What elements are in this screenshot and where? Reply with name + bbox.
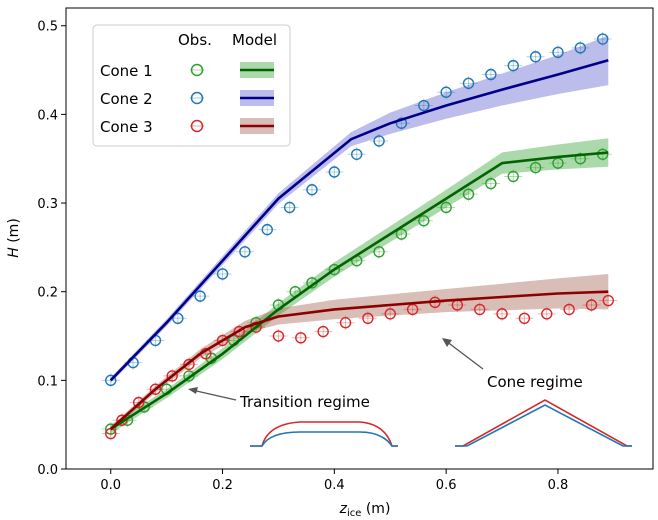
obs-point-cone1 [507, 170, 519, 183]
obs-point-cone3 [132, 396, 145, 409]
obs-point-cone2 [596, 33, 609, 45]
obs-point-cone2 [440, 86, 452, 98]
obs-point-cone2 [283, 201, 296, 214]
obs-point-cone2 [239, 246, 251, 258]
obs-point-cone3 [585, 299, 598, 311]
model-lines [109, 59, 609, 431]
obs-point-cone2 [328, 166, 341, 178]
obs-point-cone1 [373, 246, 385, 258]
obs-point-cone3 [541, 308, 553, 320]
obs-point-cone3 [166, 370, 178, 382]
obs-point-cone2 [485, 68, 497, 81]
obs-point-cone3 [602, 294, 614, 307]
obs-point-cone3 [183, 358, 195, 371]
obs-point-cone3 [473, 303, 486, 316]
cone-arrow [445, 340, 484, 370]
transition-arrow [191, 389, 237, 401]
legend-header-obs: Obs. [178, 31, 212, 49]
obs-point-cone3 [272, 330, 285, 342]
y-tick-label: 0.2 [37, 286, 58, 301]
obs-point-cone1 [440, 201, 452, 214]
obs-point-cone2 [552, 46, 564, 59]
legend-header-model: Model [232, 31, 277, 49]
obs-point-cone2 [261, 223, 273, 236]
y-tick-label: 0.3 [37, 197, 58, 212]
y-tick-label: 0.0 [37, 463, 58, 478]
model-line-cone1 [110, 151, 609, 431]
obs-point-cone3 [384, 308, 396, 320]
legend-obs-marker-cone1 [190, 63, 204, 77]
cone-shape-blue [455, 404, 632, 447]
obs-point-cone2 [574, 42, 587, 54]
obs-point-cone3 [295, 332, 307, 344]
legend-obs-marker-cone2 [190, 91, 204, 105]
cone-arrowhead [442, 338, 452, 347]
annotations: Transition regime Cone regime [188, 338, 583, 411]
model-line-cone2 [109, 59, 609, 382]
transition-shape-blue [250, 431, 398, 447]
obs-point-cone3 [518, 312, 531, 324]
obs-point-cone2 [172, 312, 184, 324]
obs-point-cone3 [317, 325, 329, 338]
legend-obs-marker-cone3 [190, 119, 204, 133]
legend: Obs. Model Cone 1 Cone 2 Cone 3 [92, 24, 291, 147]
obs-point-cone2 [373, 135, 385, 147]
y-axis-label: H (m) [6, 218, 22, 258]
cone-shape-insets [250, 399, 632, 447]
y-tick-label: 0.1 [37, 374, 58, 389]
x-tick-label: 0.4 [324, 478, 345, 493]
obs-point-cone3 [339, 317, 352, 329]
obs-point-cone1 [105, 423, 117, 435]
x-tick-label: 0.8 [548, 478, 569, 493]
cone-label: Cone regime [487, 373, 583, 391]
x-ticks: 0.0 0.2 0.4 0.6 0.8 [100, 469, 568, 493]
obs-point-cone2 [194, 290, 206, 302]
legend-label-cone2: Cone 2 [100, 90, 153, 108]
obs-point-cone3 [563, 303, 575, 316]
y-tick-label: 0.4 [37, 108, 58, 123]
legend-label-cone3: Cone 3 [100, 118, 153, 136]
obs-point-cone2 [306, 184, 318, 196]
x-tick-label: 0.2 [212, 478, 233, 493]
obs-point-cone1 [395, 228, 408, 240]
x-tick-label: 0.6 [436, 478, 457, 493]
obs-point-cone1 [183, 370, 195, 382]
obs-point-cone3 [496, 308, 508, 320]
obs-point-cone3 [233, 325, 246, 338]
model-band-cone2 [110, 35, 609, 383]
obs-point-cone3 [362, 312, 374, 324]
obs-point-cone2 [507, 59, 519, 72]
obs-point-cone1 [462, 188, 475, 200]
axes: 0.0 0.2 0.4 0.6 0.8 0.0 0.1 0.2 0.3 0.4 0.5 [37, 7, 654, 493]
model-line-cone3 [109, 290, 609, 431]
model-band-cone3 [110, 274, 609, 432]
transition-arrowhead [188, 387, 198, 394]
axes-frame [65, 7, 654, 470]
obs-point-cone1 [418, 215, 430, 227]
obs-point-cone2 [529, 51, 542, 63]
obs-point-cone2 [462, 77, 475, 90]
obs-point-cone2 [216, 268, 229, 280]
obs-point-cone1 [529, 161, 542, 174]
transition-label: Transition regime [239, 393, 370, 411]
obs-point-cone2 [105, 374, 117, 387]
y-ticks: 0.0 0.1 0.2 0.3 0.4 0.5 [37, 20, 66, 478]
obs-point-cone1 [328, 263, 341, 276]
y-tick-label: 0.5 [37, 20, 58, 35]
obs-point-cone2 [351, 148, 363, 160]
obs-point-cone3 [250, 321, 262, 333]
x-tick-label: 0.0 [100, 478, 121, 493]
obs-point-cone1 [485, 177, 497, 190]
obs-point-cone2 [395, 117, 408, 129]
obs-point-cone2 [418, 99, 430, 112]
x-axis-label: zice (m) [339, 501, 391, 519]
obs-point-cone3 [216, 334, 229, 347]
transition-shape-red [250, 421, 398, 447]
legend-label-cone1: Cone 1 [100, 62, 153, 80]
legend-frame [92, 24, 291, 147]
obs-point-cone3 [149, 383, 162, 395]
